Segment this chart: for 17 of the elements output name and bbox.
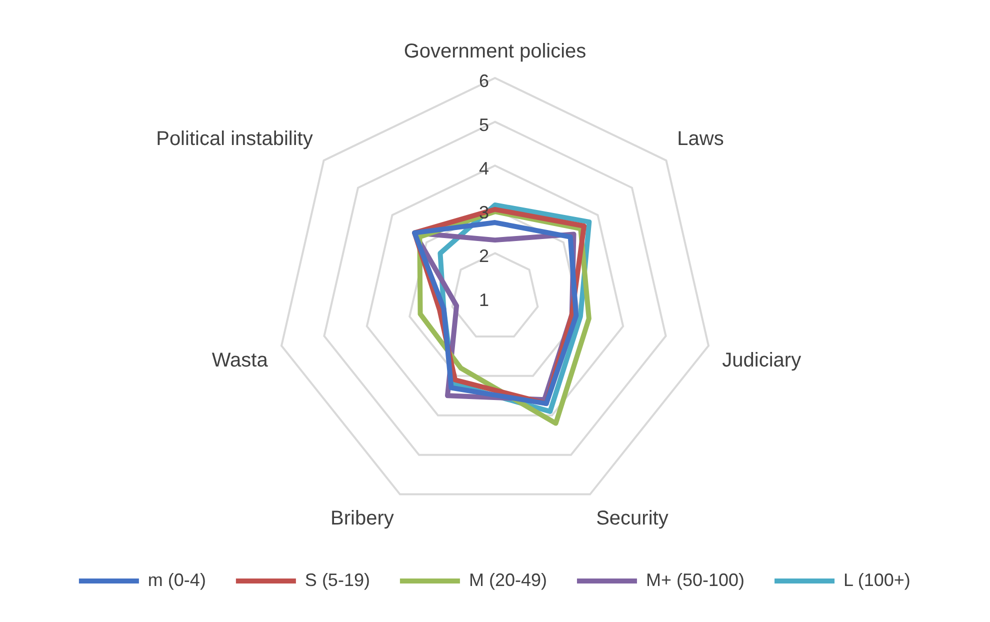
spoke-label: Security [596,507,668,530]
y-tick-label: 4 [478,158,489,179]
spoke-label: Political instability [156,128,313,150]
legend-label: M (20-49) [468,570,547,590]
y-tick-label: 1 [478,290,489,310]
spoke-label: Wasta [212,349,269,372]
y-tick-label: 2 [478,246,489,266]
spoke-label: Government policies [404,40,586,63]
y-tick-label: 5 [478,114,489,135]
spoke-label: Bribery [330,507,394,530]
legend-label: M+ (50-100) [646,570,745,590]
spoke-label: Laws [677,128,724,150]
legend-label: S (5-19) [304,570,370,590]
spoke-label: Judiciary [722,349,802,372]
legend-label: m (0-4) [148,570,206,590]
legend-label: L (100+) [844,570,910,590]
y-tick-label: 6 [478,70,489,91]
